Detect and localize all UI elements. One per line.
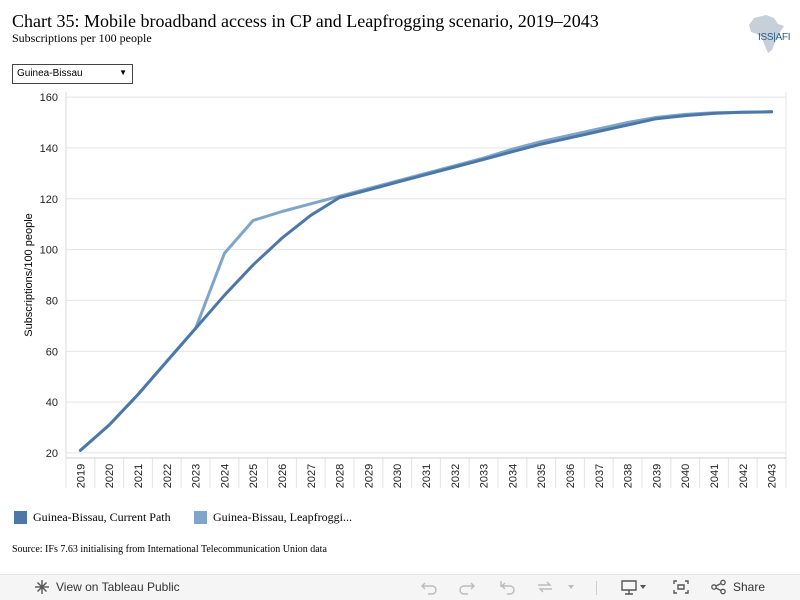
y-tick-label: 140 [40,143,58,155]
africa-map-icon [749,15,784,53]
x-tick-label: 2024 [219,464,231,488]
x-tick-label: 2023 [191,464,203,488]
x-tick-label: 2029 [363,464,375,488]
gridlines [65,92,787,458]
refresh-icon [538,581,552,593]
y-axis-ticks: 20 40 60 80 100 120 140 160 [40,92,58,460]
download-button[interactable] [620,579,648,595]
country-filter-dropdown[interactable]: Guinea-Bissau ▼ [12,64,133,84]
series-lines [78,110,774,452]
x-tick-label: 2034 [507,464,519,488]
undo-button[interactable] [420,579,438,595]
y-axis-label: Subscriptions/100 people [23,213,35,337]
caret-down-icon [640,585,646,589]
x-tick-label: 2025 [248,464,260,488]
x-tick-label: 2036 [565,464,577,488]
y-tick-label: 80 [46,295,58,307]
x-tick-label: 2041 [709,464,721,488]
y-tick-label: 20 [46,448,58,460]
source-note: Source: IFs 7.63 initialising from Inter… [12,544,327,555]
y-tick-label: 60 [46,346,58,358]
x-tick-label: 2042 [738,464,750,488]
x-tick-label: 2037 [594,464,606,488]
x-tick-label: 2022 [162,464,174,488]
x-tick-label: 2026 [277,464,289,488]
legend-item-current-path[interactable]: Guinea-Bissau, Current Path [14,510,171,525]
chart-subtitle: Subscriptions per 100 people [12,31,152,45]
series-line-leapfrogging [78,110,774,452]
share-icon [711,579,726,595]
x-tick-label: 2030 [392,464,404,488]
tableau-logo-icon [35,580,49,594]
legend-item-leapfrogging[interactable]: Guinea-Bissau, Leapfroggi... [194,510,352,525]
share-label: Share [733,580,766,594]
x-tick-label: 2027 [306,464,318,488]
caret-down-icon [568,585,574,589]
x-tick-label: 2032 [450,464,462,488]
country-filter-value: Guinea-Bissau [17,68,83,79]
logo-text: ISS|AFI [758,32,791,43]
view-on-tableau-button[interactable]: View on Tableau Public [34,579,180,595]
redo-button[interactable] [458,579,476,595]
x-tick-label: 2031 [421,464,433,488]
x-tick-label: 2035 [536,464,548,488]
x-tick-label: 2033 [479,464,491,488]
share-button[interactable]: Share [710,579,765,595]
revert-button[interactable] [498,579,516,595]
x-tick-label: 2021 [133,464,145,488]
undo-icon [421,582,437,595]
x-tick-label: 2028 [335,464,347,488]
refresh-options-button[interactable] [566,579,576,595]
legend-label: Guinea-Bissau, Leapfroggi... [213,510,352,524]
y-tick-label: 120 [40,194,58,206]
revert-icon [500,581,515,595]
series-line-current-path [78,110,774,452]
chevron-down-icon: ▼ [119,68,127,77]
fullscreen-icon [673,580,689,594]
x-axis-ticks: 2019 2020 2021 2022 2023 2024 2025 2026 2027 2028… [65,457,787,488]
x-tick-label: 2039 [651,464,663,488]
toolbar-divider [596,581,597,595]
legend-swatch [14,511,27,524]
y-tick-label: 40 [46,397,58,409]
view-on-tableau-label: View on Tableau Public [56,580,180,594]
redo-icon [459,582,475,595]
x-tick-label: 2020 [104,464,116,488]
refresh-button[interactable] [536,579,554,595]
x-tick-label: 2040 [680,464,692,488]
legend-swatch [194,511,207,524]
download-icon [621,580,637,595]
legend-label: Guinea-Bissau, Current Path [33,510,171,524]
x-tick-label: 2038 [623,464,635,488]
y-tick-label: 100 [40,245,58,257]
fullscreen-button[interactable] [672,579,690,595]
chart-title: Chart 35: Mobile broadband access in CP … [12,11,599,31]
x-tick-label: 2019 [75,464,87,488]
x-tick-label: 2043 [767,464,779,488]
tableau-toolbar: View on Tableau Public Share [0,574,800,600]
y-tick-label: 160 [40,92,58,104]
